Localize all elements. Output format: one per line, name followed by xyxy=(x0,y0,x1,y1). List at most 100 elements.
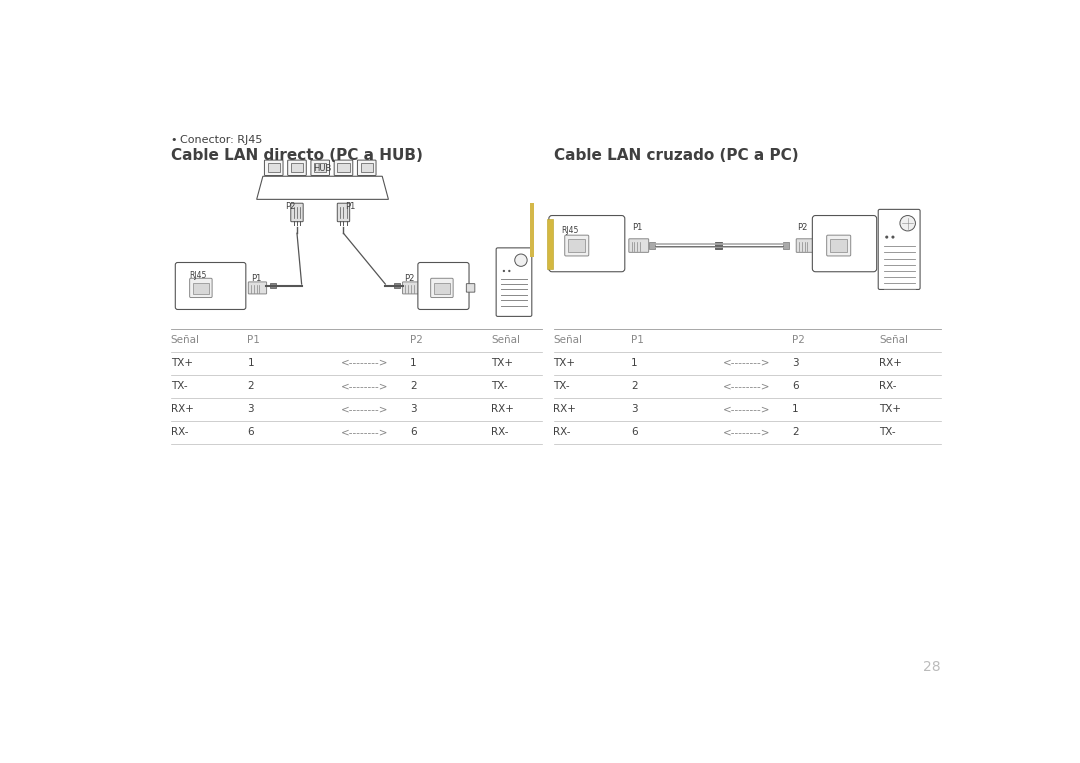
Circle shape xyxy=(900,215,916,231)
Bar xyxy=(568,240,585,253)
Text: <-------->: <--------> xyxy=(340,427,388,437)
Text: 6: 6 xyxy=(410,427,417,437)
Bar xyxy=(831,240,847,253)
Text: 6: 6 xyxy=(247,427,254,437)
Bar xyxy=(649,242,656,250)
Text: RX-: RX- xyxy=(491,427,509,437)
Text: Conector: RJ45: Conector: RJ45 xyxy=(180,136,262,146)
Text: 1: 1 xyxy=(793,404,799,414)
Bar xyxy=(715,242,721,250)
Text: 1: 1 xyxy=(631,358,637,368)
Text: TX-: TX- xyxy=(879,427,895,437)
Text: RX-: RX- xyxy=(554,427,571,437)
FancyBboxPatch shape xyxy=(418,262,469,310)
Text: TX-: TX- xyxy=(491,381,508,391)
Text: RJ45: RJ45 xyxy=(562,227,579,235)
Text: Señal: Señal xyxy=(171,335,200,345)
Circle shape xyxy=(891,236,894,239)
FancyBboxPatch shape xyxy=(549,215,625,272)
Text: <-------->: <--------> xyxy=(723,358,770,368)
Text: 3: 3 xyxy=(631,404,637,414)
Text: <-------->: <--------> xyxy=(723,381,770,391)
Text: •: • xyxy=(171,136,177,146)
Text: 3: 3 xyxy=(410,404,417,414)
Bar xyxy=(270,283,276,288)
Bar xyxy=(268,163,280,172)
Bar xyxy=(530,203,535,257)
Text: 28: 28 xyxy=(923,660,941,674)
Text: <-------->: <--------> xyxy=(723,427,770,437)
Text: TX+: TX+ xyxy=(554,358,576,368)
Text: 2: 2 xyxy=(793,427,799,437)
Text: P1: P1 xyxy=(633,224,643,232)
Text: TX+: TX+ xyxy=(171,358,192,368)
Text: Cable LAN directo (PC a HUB): Cable LAN directo (PC a HUB) xyxy=(171,148,422,163)
Bar xyxy=(394,283,400,288)
Text: RX+: RX+ xyxy=(171,404,193,414)
Text: TX+: TX+ xyxy=(491,358,513,368)
Bar xyxy=(434,282,449,294)
Text: P1: P1 xyxy=(345,202,355,211)
Bar xyxy=(337,163,350,172)
Text: P1: P1 xyxy=(631,335,644,345)
Text: P2: P2 xyxy=(797,224,807,232)
FancyBboxPatch shape xyxy=(826,235,851,256)
Text: P2: P2 xyxy=(410,335,423,345)
FancyBboxPatch shape xyxy=(287,160,307,175)
Circle shape xyxy=(502,270,505,272)
Bar xyxy=(291,163,303,172)
FancyBboxPatch shape xyxy=(812,215,877,272)
Bar xyxy=(314,163,326,172)
Text: RX-: RX- xyxy=(171,427,188,437)
Text: P2: P2 xyxy=(793,335,805,345)
Text: 3: 3 xyxy=(793,358,799,368)
Bar xyxy=(783,242,789,250)
Polygon shape xyxy=(257,176,389,199)
Text: <-------->: <--------> xyxy=(340,358,388,368)
FancyBboxPatch shape xyxy=(796,239,816,253)
Text: 2: 2 xyxy=(247,381,254,391)
FancyBboxPatch shape xyxy=(334,160,353,175)
Text: Señal: Señal xyxy=(554,335,582,345)
FancyBboxPatch shape xyxy=(403,282,421,294)
Text: 6: 6 xyxy=(631,427,637,437)
FancyBboxPatch shape xyxy=(496,248,531,317)
Circle shape xyxy=(509,270,511,272)
Circle shape xyxy=(886,236,888,239)
Text: 1: 1 xyxy=(247,358,254,368)
Text: P1: P1 xyxy=(252,274,261,283)
Text: RX+: RX+ xyxy=(491,404,514,414)
Text: P2: P2 xyxy=(404,274,415,283)
FancyBboxPatch shape xyxy=(291,203,303,222)
Text: TX-: TX- xyxy=(171,381,187,391)
FancyBboxPatch shape xyxy=(248,282,267,294)
Bar xyxy=(548,219,553,269)
Bar xyxy=(361,163,373,172)
Text: Cable LAN cruzado (PC a PC): Cable LAN cruzado (PC a PC) xyxy=(554,148,798,163)
Text: 2: 2 xyxy=(631,381,637,391)
Text: 2: 2 xyxy=(410,381,417,391)
FancyBboxPatch shape xyxy=(357,160,376,175)
FancyBboxPatch shape xyxy=(565,235,589,256)
Bar xyxy=(193,282,208,294)
Text: 3: 3 xyxy=(247,404,254,414)
Text: RX+: RX+ xyxy=(879,358,902,368)
Text: RX-: RX- xyxy=(879,381,896,391)
FancyBboxPatch shape xyxy=(431,278,454,298)
Text: Señal: Señal xyxy=(491,335,521,345)
FancyBboxPatch shape xyxy=(190,278,212,298)
FancyBboxPatch shape xyxy=(467,284,475,292)
Text: TX-: TX- xyxy=(554,381,570,391)
Text: 1: 1 xyxy=(410,358,417,368)
Text: Señal: Señal xyxy=(879,335,908,345)
FancyBboxPatch shape xyxy=(337,203,350,222)
Text: 6: 6 xyxy=(793,381,799,391)
Text: <-------->: <--------> xyxy=(340,404,388,414)
FancyBboxPatch shape xyxy=(878,209,920,289)
Text: P1: P1 xyxy=(247,335,260,345)
Text: P2: P2 xyxy=(285,202,296,211)
Text: <-------->: <--------> xyxy=(340,381,388,391)
Text: RJ45: RJ45 xyxy=(189,271,206,280)
FancyBboxPatch shape xyxy=(311,160,329,175)
FancyBboxPatch shape xyxy=(175,262,246,310)
